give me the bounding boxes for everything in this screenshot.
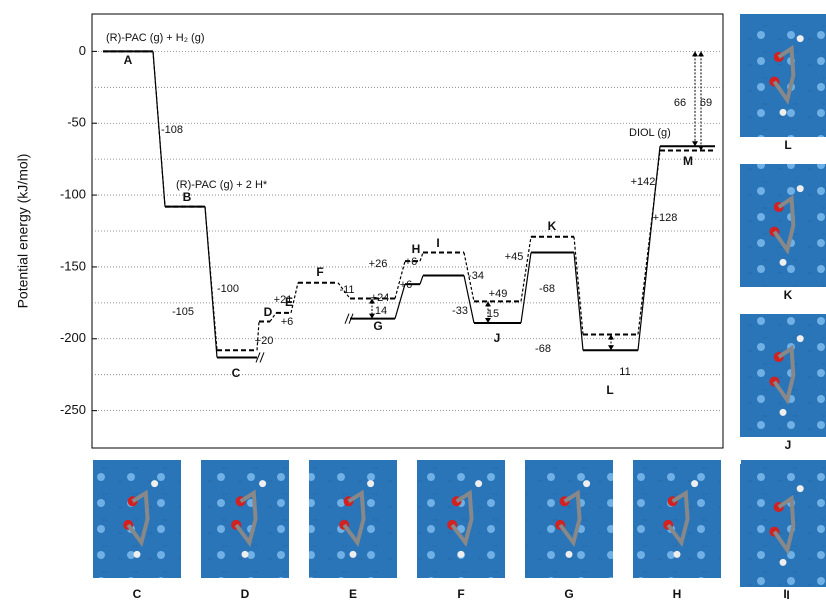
energy-change: -33 [452, 305, 468, 317]
axis-break [345, 314, 349, 324]
atom-h [367, 480, 374, 487]
atom-h [350, 551, 357, 558]
energy-change: +128 [653, 212, 678, 224]
connector [420, 276, 423, 285]
energy-change: +45 [505, 251, 524, 263]
energy-change: +6 [400, 279, 413, 291]
panel-label: J [785, 438, 792, 452]
energy-change: +24 [371, 292, 390, 304]
panel-label: I [786, 588, 789, 602]
atom-h [674, 551, 681, 558]
y-tick-label: -50 [67, 115, 86, 130]
figure: Potential energy (kJ/mol) C D E F G H I L K J I 0 -… [0, 0, 826, 603]
energy-change: 14 [375, 305, 387, 317]
atom-h [780, 409, 787, 416]
state-label: G [373, 319, 382, 333]
energy-change: 15 [487, 308, 499, 320]
surface-image [740, 14, 826, 137]
state-label: A [124, 53, 133, 67]
panel-label: D [241, 587, 250, 601]
atom-h [797, 485, 804, 492]
atom-h [780, 109, 787, 116]
state-label: D [264, 305, 273, 319]
energy-change: -108 [161, 124, 183, 136]
arrow-head [692, 51, 698, 56]
surface-image [633, 460, 721, 578]
atom-h [780, 559, 787, 566]
state-label: H [412, 242, 421, 256]
state-label: M [683, 154, 693, 168]
energy-change: -68 [535, 343, 551, 355]
atom-h [797, 35, 804, 42]
arrow-head [698, 51, 704, 56]
axis-break [260, 352, 264, 362]
energy-change: 69 [700, 97, 712, 109]
state-label: F [316, 265, 323, 279]
atom-h [242, 551, 249, 558]
state-label: L [606, 383, 613, 397]
energy-change: -105 [172, 306, 194, 318]
panel-label: H [673, 587, 682, 601]
atom-h [458, 551, 465, 558]
panel-label: F [457, 587, 464, 601]
atom-h [134, 551, 141, 558]
atom-h [566, 551, 573, 558]
energy-change: +20 [255, 335, 274, 347]
panel-label: L [784, 138, 791, 152]
surface-image [525, 460, 613, 578]
state-text: (R)-PAC (g) + H₂ (g) [106, 32, 204, 44]
y-tick-label: 0 [79, 43, 86, 58]
atom-h [780, 259, 787, 266]
energy-change: -11 [339, 284, 354, 296]
panel-label: K [784, 288, 793, 302]
energy-change: +49 [489, 288, 508, 300]
atom-h [691, 480, 698, 487]
state-text: (R)-PAC (g) + 2 H* [176, 179, 268, 191]
atom-h [797, 185, 804, 192]
surface-image [417, 460, 505, 578]
state-label: B [183, 190, 192, 204]
energy-change: 11 [619, 366, 630, 378]
energy-change: -68 [539, 283, 555, 295]
surface-image [309, 460, 397, 578]
energy-change: +26 [369, 258, 388, 270]
state-label: J [494, 331, 501, 345]
atom-h [583, 480, 590, 487]
connector [574, 237, 583, 335]
y-axis-label: Potential energy (kJ/mol) [15, 154, 31, 309]
energy-change: -100 [217, 283, 239, 295]
surface-image [93, 460, 181, 578]
energy-change: +6 [281, 316, 294, 328]
panel-label: G [564, 587, 573, 601]
surface-image [740, 314, 826, 437]
atom-h [475, 480, 482, 487]
panel-label: C [133, 587, 142, 601]
energy-change: +21 [274, 294, 293, 306]
energy-change: +6 [405, 256, 418, 268]
atom-h [259, 480, 266, 487]
connector [521, 253, 531, 323]
state-label: I [436, 236, 439, 250]
state-label: C [232, 366, 241, 380]
state-label: K [548, 219, 557, 233]
atom-h [797, 335, 804, 342]
y-tick-label: -100 [60, 187, 86, 202]
connector [205, 207, 217, 351]
energy-change: +142 [631, 176, 656, 188]
y-tick-label: -200 [60, 330, 86, 345]
state-text: DIOL (g) [629, 127, 671, 139]
surface-image [740, 464, 826, 587]
energy-change: -34 [468, 270, 484, 282]
connector [420, 253, 423, 262]
y-tick-label: -250 [60, 402, 86, 417]
surface-image [201, 460, 289, 578]
panel-label: E [349, 587, 357, 601]
surface-image [740, 164, 826, 287]
y-tick-label: -150 [60, 258, 86, 273]
energy-change: 66 [674, 97, 686, 109]
atom-h [151, 480, 158, 487]
